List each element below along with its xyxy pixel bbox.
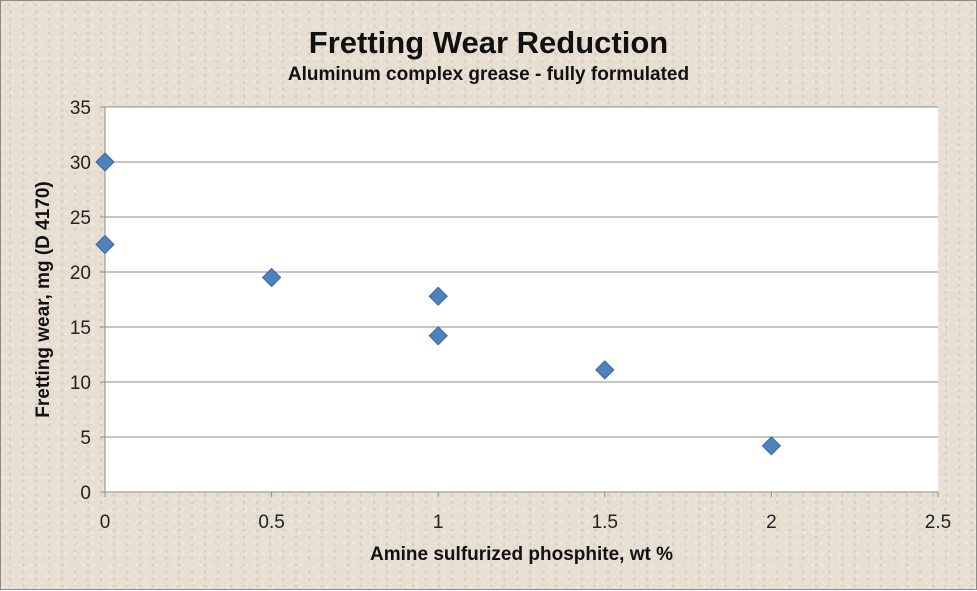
gridlines — [100, 106, 938, 493]
data-point — [428, 286, 448, 306]
y-tick-label: 15 — [70, 318, 91, 339]
x-tick-label: 1 — [433, 512, 444, 533]
y-axis-title: Fretting wear, mg (D 4170) — [33, 181, 54, 418]
y-tick-label: 0 — [80, 483, 91, 504]
x-tick-label: 2 — [766, 512, 777, 533]
x-tick-label: 2.5 — [925, 512, 951, 533]
data-points — [95, 152, 782, 456]
data-point — [595, 360, 615, 380]
y-tick-label: 30 — [70, 153, 91, 174]
y-tick-label: 25 — [70, 208, 91, 229]
data-point — [761, 436, 782, 456]
x-tick-labels: 0 0.5 1 1.5 2 2.5 — [100, 512, 952, 533]
x-tick-label: 0 — [100, 512, 111, 533]
data-point — [95, 234, 115, 255]
y-tick-labels: 0 5 10 15 20 25 30 35 — [70, 98, 91, 504]
data-point — [428, 326, 448, 346]
x-tick-label: 1.5 — [592, 512, 618, 533]
plot-area — [105, 107, 938, 492]
x-tick-label: 0.5 — [258, 512, 284, 533]
chart-title: Fretting Wear Reduction — [308, 25, 669, 60]
data-point — [261, 267, 282, 288]
y-tick-label: 10 — [70, 373, 91, 394]
y-tick-label: 5 — [80, 428, 91, 449]
x-axis-title: Amine sulfurized phosphite, wt % — [370, 544, 673, 565]
y-tick-label: 20 — [70, 263, 91, 284]
y-tick-label: 35 — [70, 98, 91, 119]
chart-subtitle: Aluminum complex grease - fully formulat… — [287, 64, 690, 85]
data-point — [95, 152, 115, 172]
